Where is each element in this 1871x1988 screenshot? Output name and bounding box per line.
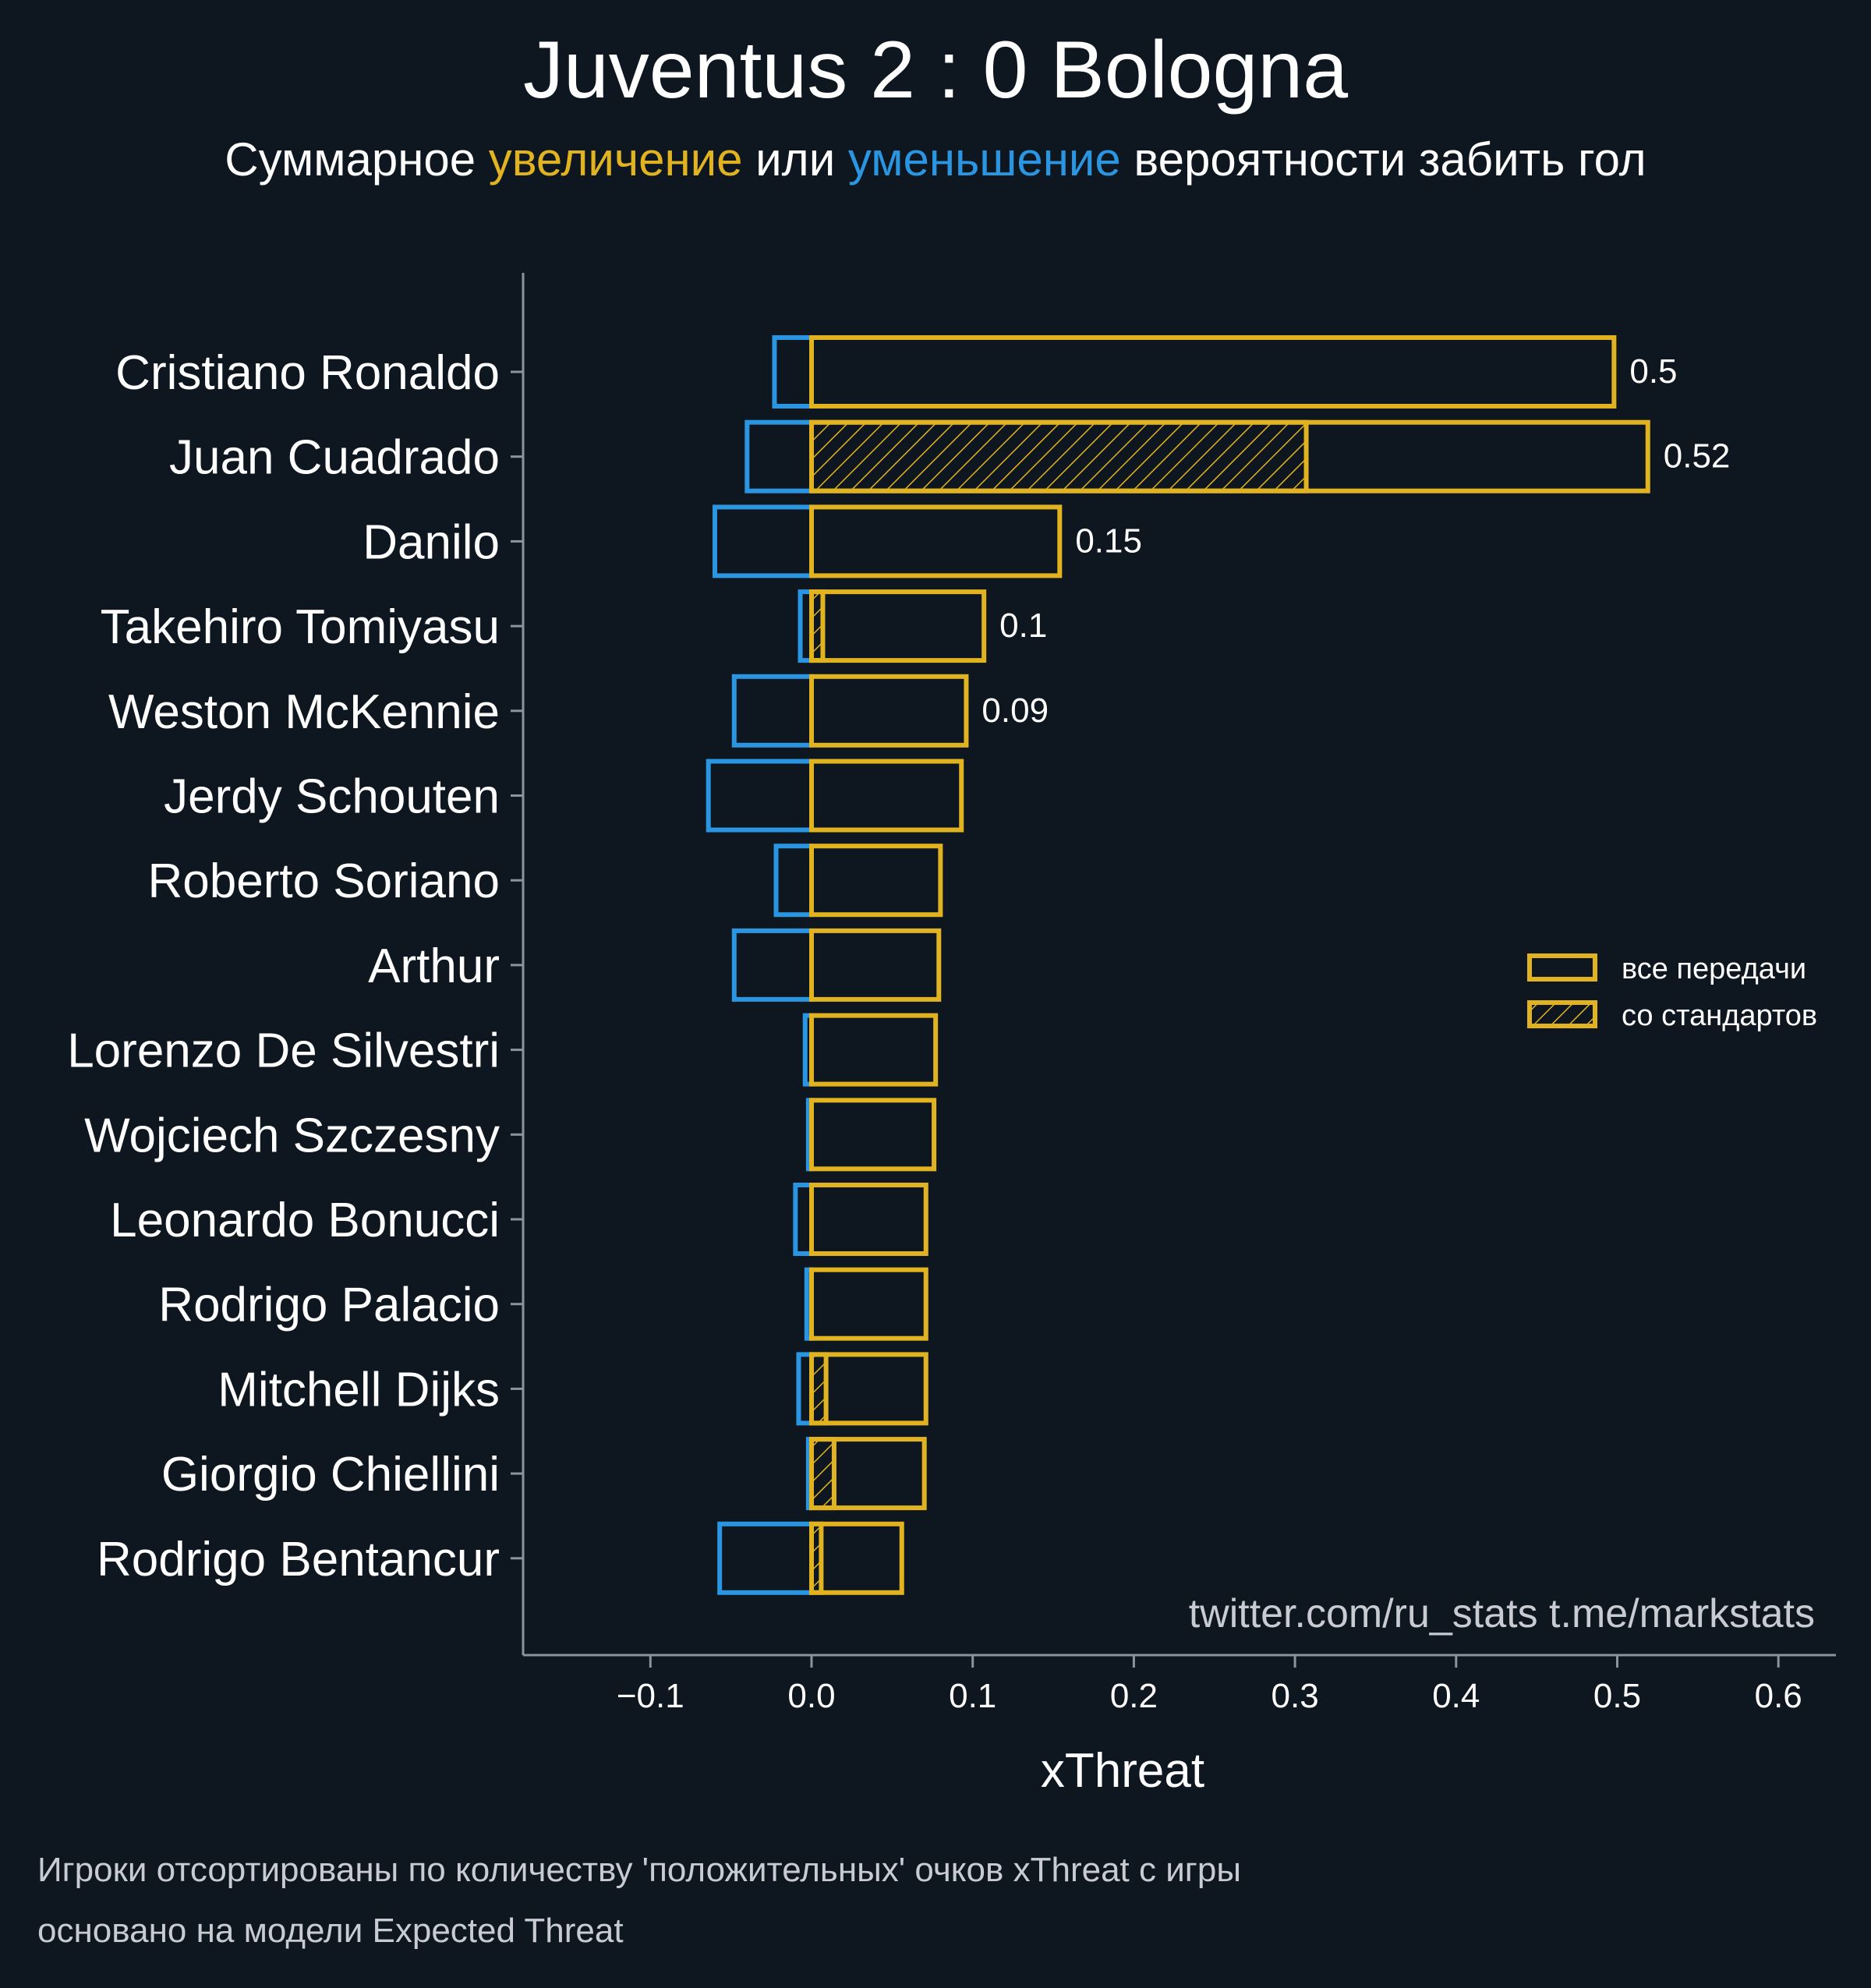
positive-bar-takehiro-tomiyasu (809, 589, 987, 663)
set-piece-bar-takehiro-tomiyasu (809, 589, 826, 663)
subtitle-text-3: вероятности забить гол (1120, 133, 1646, 186)
x-tick-label: 0.0 (787, 1677, 835, 1715)
legend-swatch-all-passes (1527, 953, 1597, 982)
negative-bar-danilo (712, 504, 814, 578)
value-label-danilo: 0.15 (1075, 522, 1142, 560)
y-tick-label-danilo: Danilo (363, 515, 500, 569)
positive-bar-roberto-soriano (809, 844, 943, 918)
subtitle-word-decrease: уменьшение (847, 133, 1121, 186)
negative-bar-juan-cuadrado (745, 419, 815, 493)
positive-bars (809, 335, 1650, 1595)
y-tick-label-mitchell-dijks: Mitchell Dijks (218, 1363, 500, 1417)
legend-label-all-passes: все передачи (1622, 953, 1806, 985)
value-label-weston-mckennie: 0.09 (981, 692, 1049, 730)
legend: все передачи со стандартов (1527, 953, 1817, 1032)
positive-bar-rodrigo-bentancur (809, 1521, 904, 1595)
positive-bar-weston-mckennie (809, 674, 969, 748)
set-piece-bar-mitchell-dijks (809, 1352, 829, 1426)
y-tick-label-juan-cuadrado: Juan Cuadrado (169, 431, 500, 485)
footnote-line-2: основано на модели Expected Threat (37, 1912, 624, 1950)
y-tick-label-giorgio-chiellini: Giorgio Chiellini (161, 1448, 500, 1502)
positive-bar-lorenzo-de-silvestri (809, 1013, 939, 1087)
chart-title: Juventus 2 : 0 Bologna (522, 25, 1349, 115)
positive-bar-rodrigo-palacio (809, 1267, 928, 1341)
legend-label-set-pieces: со стандартов (1622, 999, 1817, 1032)
y-tick-label-rodrigo-palacio: Rodrigo Palacio (158, 1279, 500, 1332)
positive-bar-arthur (809, 928, 942, 1002)
y-tick-label-roberto-soriano: Roberto Soriano (148, 854, 500, 908)
y-tick-label-takehiro-tomiyasu: Takehiro Tomiyasu (101, 600, 500, 654)
footnote-line-1: Игроки отсортированы по количеству 'поло… (37, 1851, 1241, 1889)
y-tick-label-lorenzo-de-silvestri: Lorenzo De Silvestri (67, 1024, 500, 1078)
positive-bar-danilo (809, 504, 1063, 578)
x-axis-label: xThreat (1041, 1744, 1204, 1798)
negative-bar-cristiano-ronaldo (772, 335, 814, 409)
positive-bar-jerdy-schouten (809, 759, 964, 833)
x-tick-label: 0.2 (1110, 1677, 1158, 1715)
x-tick-label: 0.1 (949, 1677, 996, 1715)
set-piece-bars (809, 419, 1309, 1595)
negative-bar-arthur (731, 928, 814, 1002)
positive-bar-cristiano-ronaldo (809, 335, 1617, 409)
positive-bar-mitchell-dijks (809, 1352, 928, 1426)
subtitle-word-increase: увеличение (488, 133, 743, 186)
subtitle-text-1: Суммарное (225, 133, 489, 186)
x-tick-label: 0.3 (1272, 1677, 1319, 1715)
y-tick-label-arthur: Arthur (368, 939, 500, 993)
value-label-juan-cuadrado: 0.52 (1664, 437, 1731, 476)
negative-bar-rodrigo-bentancur (717, 1521, 815, 1595)
value-label-takehiro-tomiyasu: 0.1 (999, 607, 1047, 645)
x-tick-label: 0.6 (1755, 1677, 1802, 1715)
subtitle-text-2: или (742, 133, 848, 186)
positive-bar-wojciech-szczesny (809, 1098, 937, 1172)
y-tick-label-leonardo-bonucci: Leonardo Bonucci (110, 1194, 500, 1247)
negative-bar-weston-mckennie (731, 674, 814, 748)
legend-swatch-set-pieces (1527, 1000, 1597, 1028)
x-tick-label: 0.5 (1593, 1677, 1641, 1715)
value-labels: 0.5 0.52 0.15 0.1 0.09 (981, 352, 1730, 730)
chart-subtitle: Суммарное увеличение или уменьшение веро… (0, 129, 1871, 191)
y-tick-label-cristiano-ronaldo: Cristiano Ronaldo (115, 346, 500, 400)
y-tick-label-wojciech-szczesny: Wojciech Szczesny (84, 1109, 500, 1162)
negative-bar-roberto-soriano (773, 844, 814, 918)
y-tick-label-jerdy-schouten: Jerdy Schouten (164, 770, 500, 824)
x-tick-labels: −0.1 0.0 0.1 0.2 0.3 0.4 0.5 0.6 (617, 1655, 1802, 1715)
negative-bars (706, 335, 815, 1595)
y-tick-label-weston-mckennie: Weston McKennie (108, 685, 500, 739)
value-label-cristiano-ronaldo: 0.5 (1629, 352, 1677, 391)
set-piece-bar-juan-cuadrado (809, 419, 1309, 493)
set-piece-bar-giorgio-chiellini (809, 1437, 836, 1511)
footnote: Игроки отсортированы по количеству 'поло… (37, 1840, 1241, 1961)
y-tick-label-rodrigo-bentancur: Rodrigo Bentancur (97, 1533, 500, 1587)
watermark: twitter.com/ru_stats t.me/markstats (1189, 1591, 1815, 1636)
set-piece-bar-rodrigo-bentancur (809, 1521, 824, 1595)
positive-bar-leonardo-bonucci (809, 1183, 928, 1256)
x-tick-label: −0.1 (617, 1677, 684, 1715)
negative-bar-leonardo-bonucci (793, 1183, 815, 1256)
y-tick-labels: Cristiano Ronaldo Juan Cuadrado Danilo Take… (67, 346, 523, 1587)
x-tick-label: 0.4 (1432, 1677, 1480, 1715)
negative-bar-jerdy-schouten (706, 759, 814, 833)
